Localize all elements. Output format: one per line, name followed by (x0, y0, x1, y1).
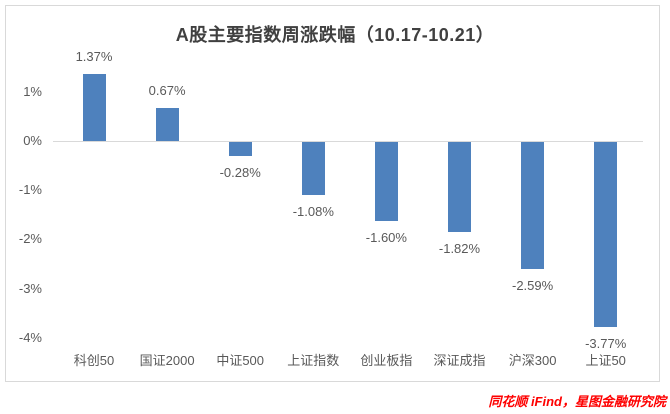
bar-创业板指 (374, 142, 398, 221)
y-axis-tick-label: 1% (23, 83, 42, 99)
category-label-上证指数: 上证指数 (287, 353, 340, 368)
data-label-上证50: -3.77% (585, 336, 627, 352)
data-label-创业板指: -1.60% (365, 229, 407, 245)
data-label-上证指数: -1.08% (292, 204, 334, 220)
data-label-科创50: 1.37% (75, 48, 113, 64)
category-label-国证2000: 国证2000 (139, 353, 195, 368)
data-label-中证500: -0.28% (219, 164, 261, 180)
bar-深证成指 (448, 142, 471, 232)
data-label-深证成指: -1.82% (438, 240, 481, 256)
bar-沪深300 (521, 142, 545, 270)
y-axis-tick-label: -4% (18, 329, 42, 345)
category-label-科创50: 科创50 (73, 353, 115, 368)
category-label-沪深300: 沪深300 (508, 353, 557, 368)
y-axis-tick-label: -3% (18, 280, 42, 296)
category-label-中证500: 中证500 (216, 353, 265, 368)
bar-科创50 (82, 73, 106, 141)
y-axis-tick-label: -2% (18, 231, 42, 247)
bar-上证指数 (301, 142, 325, 196)
category-label-上证50: 上证50 (585, 353, 626, 368)
bar-上证50 (594, 142, 618, 328)
data-label-沪深300: -2.59% (511, 278, 554, 294)
y-axis-tick-label: 0% (23, 133, 42, 148)
y-axis-tick-label: -1% (18, 182, 42, 198)
category-label-创业板指: 创业板指 (360, 353, 413, 368)
category-label-深证成指: 深证成指 (433, 353, 486, 368)
bar-国证2000 (155, 108, 179, 141)
zero-axis-line (53, 141, 643, 142)
source-attribution: 同花顺 iFind，星图金融研究院 (488, 394, 666, 409)
data-label-国证2000: 0.67% (148, 83, 186, 99)
chart-title: A股主要指数周涨跌幅（10.17-10.21） (175, 25, 495, 45)
bar-中证500 (228, 142, 252, 156)
chart-border-frame (5, 5, 660, 382)
